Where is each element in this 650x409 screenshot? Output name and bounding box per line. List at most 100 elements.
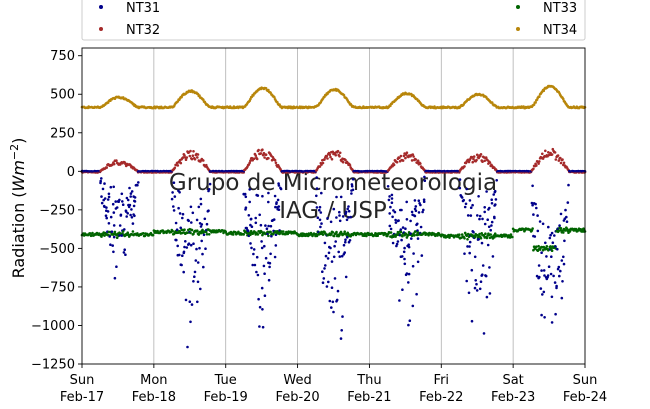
nt31-point — [407, 272, 411, 276]
nt31-point — [462, 198, 466, 202]
nt31-point — [258, 305, 262, 309]
legend-label-nt33: NT33 — [543, 1, 577, 16]
nt31-point — [392, 209, 395, 212]
nt31-point — [99, 181, 102, 185]
nt31-point — [401, 226, 405, 229]
nt31-point — [254, 221, 258, 225]
nt32-point — [410, 159, 414, 162]
nt31-point — [274, 205, 277, 209]
nt31-point — [186, 345, 189, 349]
nt31-point — [256, 273, 260, 277]
nt31-point — [248, 200, 251, 204]
nt31-point — [202, 233, 206, 237]
nt33-point — [537, 244, 540, 248]
nt31-point — [468, 240, 472, 244]
nt34-point — [273, 96, 276, 99]
nt31-point — [489, 228, 493, 232]
nt31-point — [172, 205, 175, 208]
nt31-point — [263, 244, 266, 248]
nt31-point — [107, 195, 111, 199]
nt32-point — [484, 156, 488, 159]
nt31-point — [419, 203, 422, 207]
nt32-point — [264, 153, 268, 156]
nt31-point — [408, 319, 412, 323]
nt31-point — [335, 298, 339, 302]
nt31-point — [170, 197, 174, 201]
nt31-point — [394, 221, 398, 224]
nt31-point — [351, 188, 355, 192]
nt32-point — [344, 158, 347, 162]
nt31-point — [341, 315, 344, 318]
nt31-point — [470, 268, 474, 272]
nt31-point — [324, 254, 328, 258]
nt31-point — [265, 227, 269, 230]
nt31-point — [422, 200, 426, 203]
x-tick-label-day: Sun — [70, 373, 95, 388]
nt31-point — [490, 224, 493, 227]
nt31-point — [482, 332, 486, 335]
nt31-point — [103, 182, 106, 185]
nt31-point — [415, 292, 418, 296]
nt31-point — [178, 253, 181, 257]
nt31-point — [262, 264, 266, 268]
nt31-point — [182, 250, 186, 254]
watermark-line-1: IAG / USP — [279, 198, 387, 224]
nt31-point — [111, 244, 114, 247]
nt31-point — [564, 208, 567, 212]
nt31-point — [129, 195, 132, 198]
nt31-point — [172, 209, 176, 212]
nt31-point — [394, 218, 397, 222]
nt31-point — [123, 248, 126, 251]
nt31-point — [485, 295, 489, 299]
nt32-point — [254, 154, 257, 157]
nt32-point — [471, 160, 475, 164]
nt31-point — [191, 211, 195, 215]
nt31-point — [260, 286, 264, 290]
nt33-point — [466, 238, 469, 241]
nt31-point — [133, 196, 137, 199]
nt32-point — [179, 161, 183, 165]
nt34-point — [278, 103, 281, 106]
nt32-point — [488, 161, 492, 164]
nt31-point — [557, 265, 561, 269]
nt31-point — [405, 218, 409, 221]
nt31-point — [543, 316, 546, 319]
nt31-point — [490, 202, 494, 205]
y-tick-label: −500 — [39, 242, 75, 257]
nt33-point — [396, 230, 400, 234]
nt31-point — [251, 263, 254, 267]
nt34-point — [562, 97, 565, 101]
nt31-point — [409, 232, 412, 235]
nt32-point — [538, 160, 541, 163]
nt32-point — [185, 156, 189, 159]
nt31-point — [388, 212, 392, 215]
nt33-point — [545, 245, 549, 248]
nt34-point — [342, 93, 346, 97]
nt31-point — [416, 229, 419, 232]
nt32-point — [553, 151, 557, 154]
nt32-point — [190, 157, 194, 161]
nt31-point — [536, 229, 540, 233]
nt31-point — [346, 236, 349, 239]
nt31-point — [543, 274, 546, 277]
y-tick-label: 750 — [50, 49, 75, 64]
nt31-point — [136, 183, 139, 187]
nt31-point — [417, 211, 421, 214]
nt31-point — [479, 280, 483, 284]
nt33-point — [205, 233, 209, 236]
nt31-point — [345, 218, 349, 222]
nt32-point — [554, 158, 558, 161]
nt33-point — [161, 229, 165, 232]
nt31-point — [541, 222, 545, 226]
nt31-point — [566, 201, 570, 204]
nt32-point — [561, 158, 564, 161]
nt31-point — [333, 244, 336, 248]
nt31-point — [327, 280, 330, 284]
nt33-point — [151, 233, 155, 237]
nt33-point — [91, 231, 94, 235]
nt31-point — [490, 198, 494, 201]
nt31-point — [184, 298, 188, 302]
nt32-point — [338, 151, 342, 155]
nt31-point — [476, 214, 479, 217]
nt32-point — [470, 155, 474, 159]
